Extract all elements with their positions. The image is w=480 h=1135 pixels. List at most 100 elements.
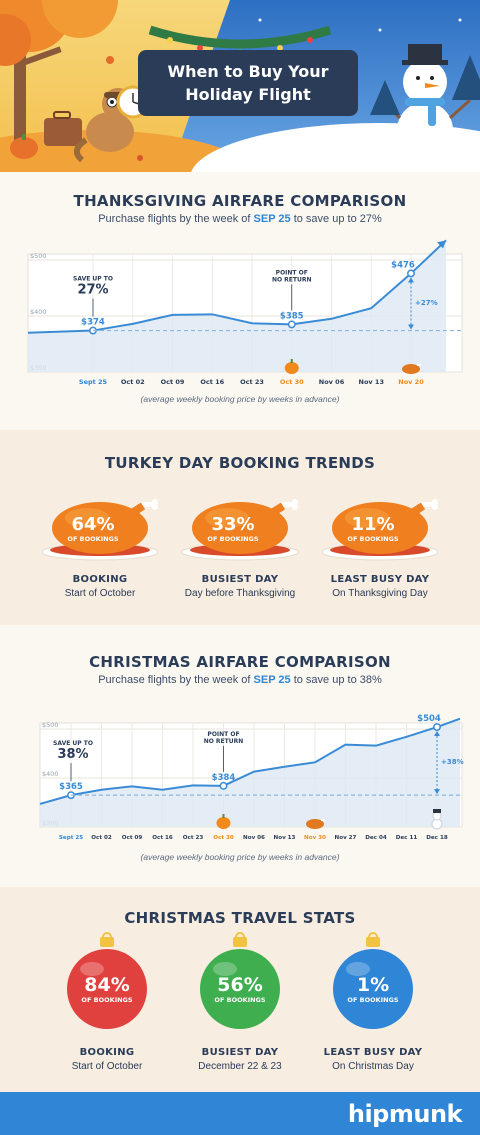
- garland: [148, 25, 332, 49]
- x-tick-label: Oct 30: [213, 835, 234, 841]
- turkey-stat-text: BUSIEST DAY Day before Thanksgiving: [165, 574, 315, 599]
- stat-label: LEAST BUSY DAY: [323, 1047, 423, 1058]
- stat-label: BOOKING: [79, 1047, 135, 1058]
- ornament-unit: OF BOOKINGS: [214, 996, 265, 1004]
- ornament-stat-card: 84% OF BOOKINGS BOOKING Start of October: [32, 931, 182, 1091]
- point-price-label: $384: [212, 773, 236, 783]
- x-tick-label: Nov 13: [359, 378, 384, 386]
- ornament-percent: 56%: [217, 974, 262, 996]
- x-tick-label: Sept 25: [59, 835, 83, 841]
- ornament-percent: 84%: [84, 974, 129, 996]
- x-tick-label: Oct 16: [152, 835, 173, 841]
- snowman-icon: [378, 44, 472, 158]
- light-bulb-icon: [167, 37, 173, 43]
- y-tick-label: $400: [30, 308, 47, 316]
- save-percent-label: 27%: [77, 283, 108, 298]
- stat-label: LEAST BUSY DAY: [330, 574, 430, 585]
- point-of-no-return-label: POINT OF: [276, 269, 308, 276]
- stat-label: BUSIEST DAY: [201, 1047, 279, 1058]
- ornament-icon: 56%OF BOOKINGS: [200, 932, 280, 1029]
- delta-label: +27%: [415, 299, 438, 307]
- turkey-stat-card: 11% OF BOOKINGS LEAST BUSY DAY On Thanksgiv…: [305, 494, 455, 619]
- x-tick-label: Nov 06: [319, 378, 345, 386]
- subtitle-text: Purchase flights by the week of: [98, 674, 251, 686]
- turkey-icon: 33%OF BOOKINGS: [181, 499, 299, 561]
- x-tick-label: Nov 30: [304, 835, 326, 841]
- ornament-percent: 1%: [357, 974, 389, 996]
- point-of-no-return-label: NO RETURN: [272, 276, 312, 283]
- thanksgiving-section: THANKSGIVING AIRFARE COMPARISON Purchase…: [0, 172, 480, 430]
- delta-label: +38%: [441, 758, 464, 766]
- save-percent-label: 38%: [57, 747, 88, 762]
- x-tick-label: Oct 09: [161, 378, 185, 386]
- data-point: [407, 269, 415, 278]
- ornament-stat-card: 56% OF BOOKINGS BUSIEST DAY December 22 & 2…: [165, 931, 315, 1091]
- thanksgiving-title: THANKSGIVING AIRFARE COMPARISON: [73, 192, 407, 210]
- turkey-stat-card: 33% OF BOOKINGS BUSIEST DAY Day before Than…: [165, 494, 315, 619]
- stat-label: BUSIEST DAY: [201, 574, 279, 585]
- ornament-ball: [333, 949, 413, 1029]
- turkey-unit: OF BOOKINGS: [207, 535, 258, 543]
- low-price-label: $365: [59, 782, 83, 792]
- arrow-up-icon: [408, 277, 414, 283]
- ornament-ball: [67, 949, 147, 1029]
- subtitle-text: Purchase flights by the week of: [98, 213, 251, 225]
- high-price-label: $476: [391, 260, 415, 270]
- data-point: [287, 320, 296, 329]
- hipmunk-logo[interactable]: hipmunk: [347, 1100, 463, 1128]
- data-point: [433, 723, 441, 731]
- thanksgiving-subtitle: Purchase flights by the week of SEP 25 t…: [0, 213, 480, 225]
- turkey-percent: 11%: [351, 514, 394, 535]
- x-tick-label: Nov 06: [243, 835, 265, 841]
- arrow-down-icon: [408, 324, 414, 330]
- arrow-down-icon: [434, 789, 440, 795]
- x-tick-label: Sept 25: [79, 378, 108, 386]
- christmas-subtitle: Purchase flights by the week of SEP 25 t…: [0, 674, 480, 686]
- turkey-unit: OF BOOKINGS: [67, 535, 118, 543]
- christmas-stats-title: CHRISTMAS TRAVEL STATS: [124, 909, 356, 927]
- x-tick-label: Dec 18: [426, 835, 448, 841]
- ornament-stat-text: LEAST BUSY DAY On Christmas Day: [298, 1047, 448, 1072]
- ornament-stat-card: 1% OF BOOKINGS LEAST BUSY DAY On Christmas …: [298, 931, 448, 1091]
- christmas-stats-section: CHRISTMAS TRAVEL STATS 84% OF BOOKINGS BOO…: [0, 887, 480, 1092]
- high-price-label: $504: [417, 714, 441, 724]
- subtitle-date: SEP 25: [253, 674, 291, 686]
- title-plaque: [138, 50, 358, 116]
- pumpkin-icon: [284, 362, 299, 374]
- subtitle-text: to save up to 27%: [293, 213, 382, 225]
- turkey-icon: [306, 819, 324, 829]
- turkey-trends-section: TURKEY DAY BOOKING TRENDS 64% OF BOOKINGS…: [0, 430, 480, 625]
- pumpkin-icon: [10, 137, 38, 159]
- x-tick-label: Oct 23: [240, 378, 264, 386]
- hero-title-line1: When to Buy Your: [167, 62, 328, 81]
- drumstick-bone: [280, 502, 294, 507]
- turkey-percent: 33%: [211, 514, 254, 535]
- turkey-stat-card: 64% OF BOOKINGS BOOKING Start of October: [25, 494, 175, 619]
- turkey-icon: 11%OF BOOKINGS: [321, 499, 439, 561]
- turkey-icon: 64%OF BOOKINGS: [41, 499, 159, 561]
- stat-desc: On Thanksgiving Day: [332, 588, 428, 599]
- point-price-label: $385: [280, 311, 304, 321]
- snowflake-icon: [258, 18, 262, 22]
- hero-title-line2: Holiday Flight: [185, 85, 311, 104]
- save-up-to-label: SAVE UP TO: [73, 276, 113, 283]
- stat-desc: On Christmas Day: [332, 1061, 414, 1072]
- x-tick-label: Nov 13: [274, 835, 296, 841]
- x-tick-label: Oct 30: [280, 378, 304, 386]
- low-price-label: $374: [81, 318, 105, 328]
- subtitle-date: SEP 25: [253, 213, 291, 225]
- stat-desc: December 22 & 23: [198, 1061, 282, 1072]
- ornament-stat-text: BOOKING Start of October: [32, 1047, 182, 1072]
- x-tick-label: Oct 09: [122, 835, 143, 841]
- leaf-icon: [106, 56, 114, 64]
- save-up-to-label: SAVE UP TO: [53, 740, 93, 747]
- christmas-section: CHRISTMAS AIRFARE COMPARISON Purchase fl…: [0, 625, 480, 887]
- y-tick-label: $500: [30, 252, 47, 260]
- ornament-ball: [200, 949, 280, 1029]
- stat-desc: Day before Thanksgiving: [184, 588, 296, 599]
- data-point: [219, 781, 228, 790]
- stat-label: BOOKING: [72, 574, 128, 585]
- drumstick-bone: [420, 502, 434, 507]
- christmas-caption: (average weekly booking price by weeks i…: [140, 852, 340, 862]
